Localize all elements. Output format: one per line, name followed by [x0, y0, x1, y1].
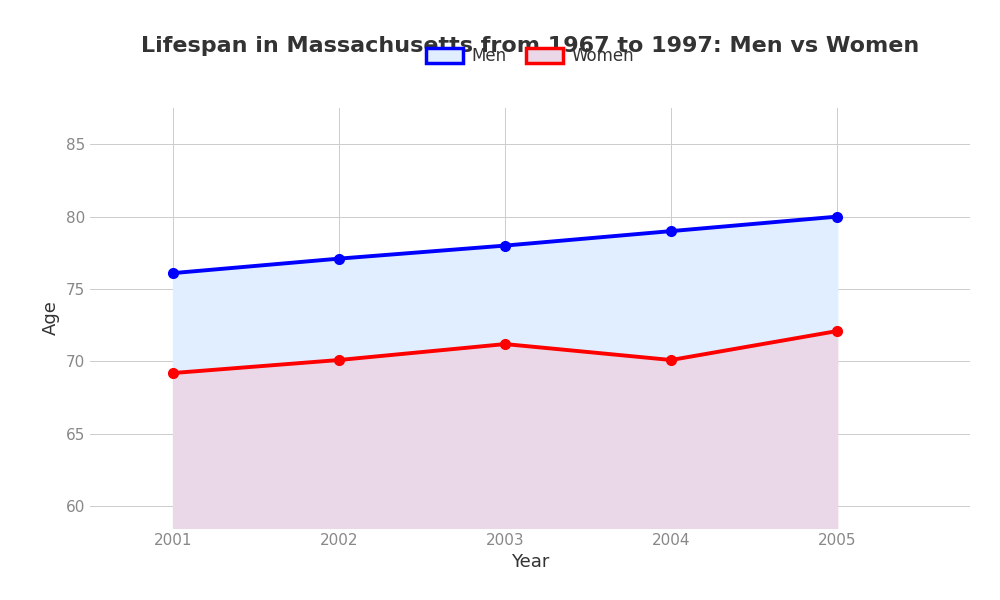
- X-axis label: Year: Year: [511, 553, 549, 571]
- Y-axis label: Age: Age: [42, 301, 60, 335]
- Legend: Men, Women: Men, Women: [419, 41, 641, 72]
- Title: Lifespan in Massachusetts from 1967 to 1997: Men vs Women: Lifespan in Massachusetts from 1967 to 1…: [141, 37, 919, 56]
